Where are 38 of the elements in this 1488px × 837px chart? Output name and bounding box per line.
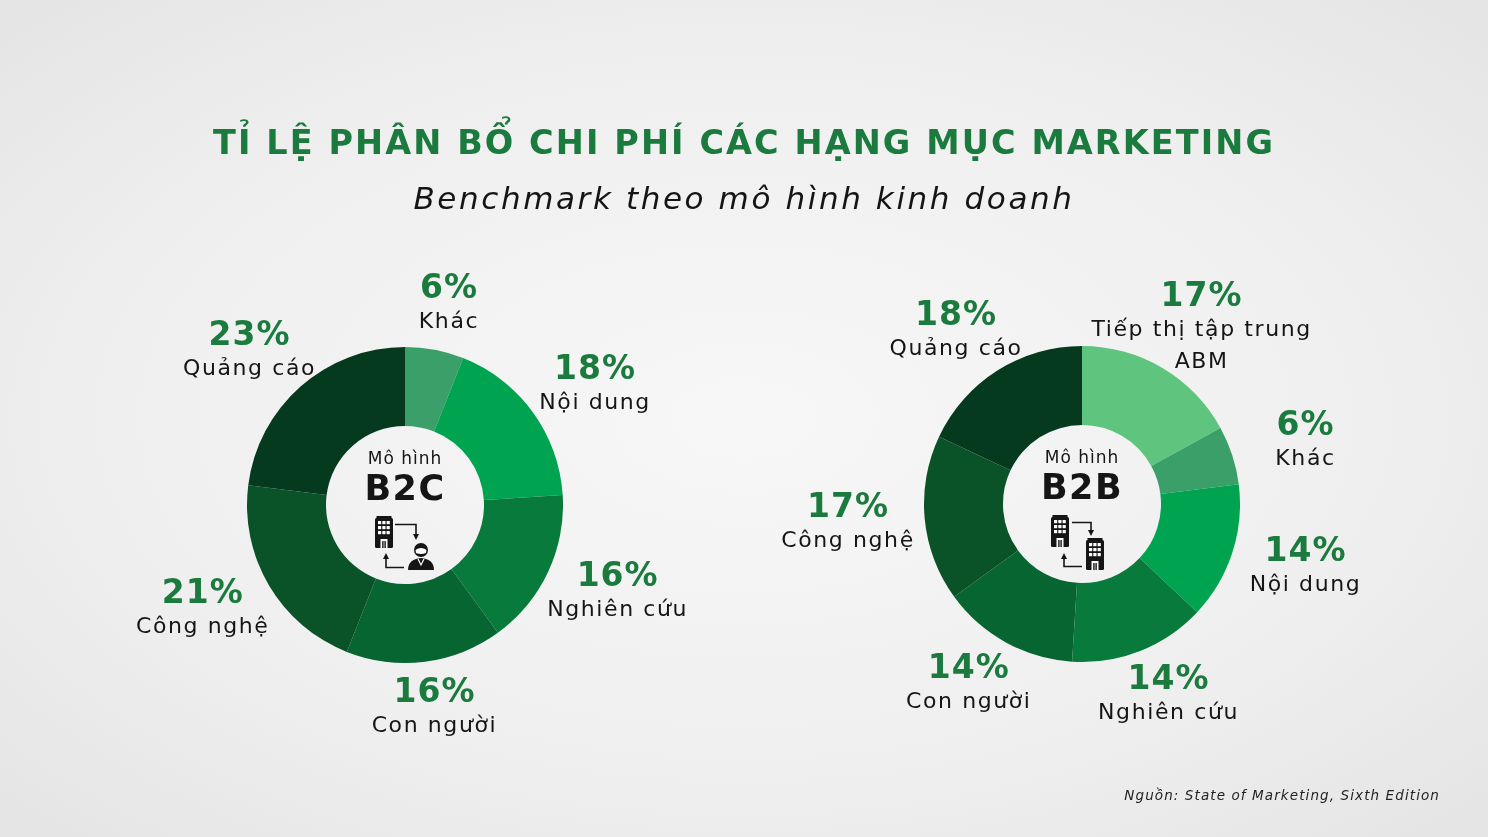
data-label: 16% [393, 671, 476, 711]
slice-label: Quảng cáo [889, 334, 1023, 360]
data-label: 6% [1276, 403, 1335, 443]
data-label: 14% [927, 646, 1010, 686]
donut-slice [1072, 558, 1198, 662]
slice-label: Nghiên cứu [547, 596, 689, 622]
donut-slice [1139, 484, 1240, 613]
data-label: 18% [554, 347, 637, 387]
text: B2C [363, 467, 447, 509]
data-label: 16% [576, 555, 659, 595]
donut-slice [1151, 427, 1239, 495]
slice-label: Khác [1275, 444, 1336, 470]
data-label: 17% [1160, 274, 1243, 314]
slice-label: Nội dung [539, 388, 651, 414]
donut-slice [346, 568, 498, 663]
slice-label: Con người [371, 712, 498, 738]
text: B2B [1039, 466, 1125, 508]
text: Mô hình [366, 448, 444, 468]
data-label: 17% [807, 486, 890, 526]
slice-label: Tiếp thị tập trung ABM [1090, 315, 1312, 373]
slice-label: Công nghệ [781, 527, 915, 553]
chart-subtitle: Benchmark theo mô hình kinh doanh [412, 180, 1076, 216]
data-label: 23% [208, 314, 291, 354]
data-label: 14% [1127, 657, 1210, 697]
slice-label: Con người [905, 687, 1032, 713]
slice-label: Khác [418, 307, 480, 333]
slice-label: Quảng cáo [183, 355, 317, 381]
donut-slice [924, 436, 1019, 597]
slice-label: Nghiên cứu [1098, 698, 1239, 724]
donut-slice [405, 347, 464, 432]
data-label: 18% [915, 293, 998, 333]
text: Mô hình [1043, 447, 1121, 467]
data-label: 14% [1264, 530, 1347, 570]
slice-label: Nội dung [1249, 571, 1362, 597]
slice-label: Công nghệ [135, 613, 270, 639]
text: Nguồn: State of Marketing, Sixth Edition [1124, 787, 1440, 803]
data-label: 21% [161, 572, 244, 612]
data-label: 6% [420, 266, 479, 306]
